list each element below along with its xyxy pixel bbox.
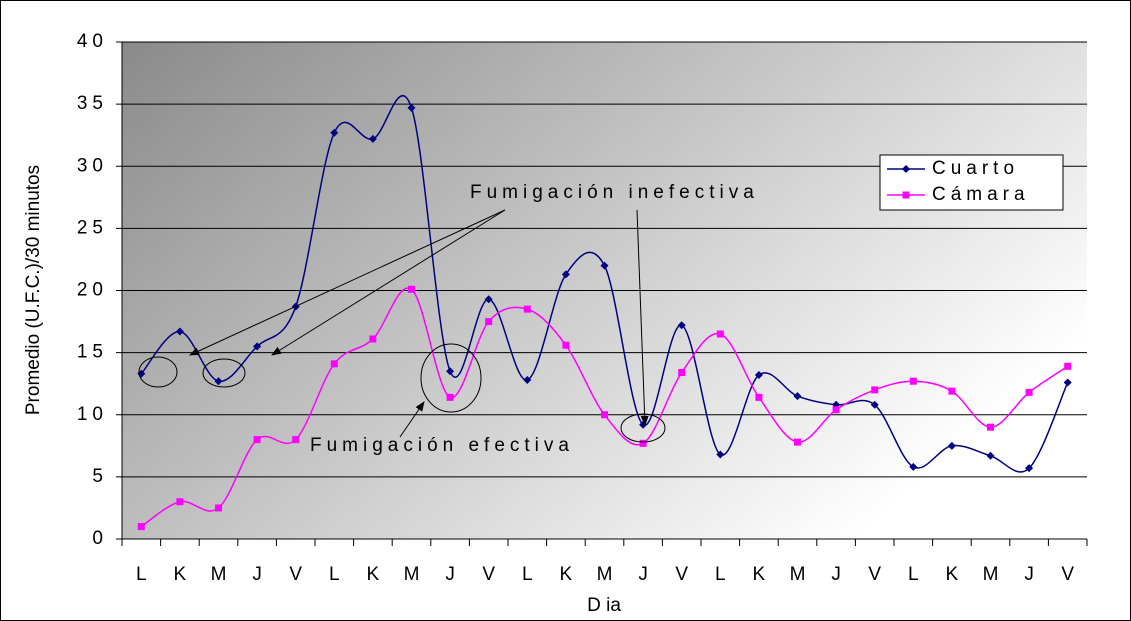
y-tick-label: 35 (77, 93, 108, 114)
x-tick-label: V (868, 564, 881, 585)
marker (948, 387, 956, 395)
y-tick-label: 20 (77, 280, 108, 301)
y-tick-label: 0 (92, 528, 108, 549)
x-tick-label: L (136, 564, 147, 585)
x-tick-label: J (1024, 564, 1034, 585)
legend-box (879, 154, 1064, 211)
x-tick-label: K (174, 564, 187, 585)
x-tick-label: J (445, 564, 455, 585)
marker (794, 438, 801, 446)
x-tick-label: V (289, 564, 302, 585)
marker (678, 369, 686, 377)
legend-label: Cuarto (932, 158, 1019, 179)
marker (175, 327, 184, 336)
marker (600, 261, 609, 270)
x-tick-label: M (983, 564, 999, 585)
marker (407, 103, 416, 112)
marker (1063, 378, 1072, 387)
marker (716, 450, 725, 459)
marker (484, 295, 493, 304)
x-tick-label: L (715, 564, 726, 585)
marker (677, 321, 686, 330)
marker (793, 392, 802, 401)
marker (292, 436, 300, 444)
x-tick-label: K (560, 564, 573, 585)
annotation: Fumigación efectiva (310, 435, 574, 456)
x-tick-label: K (753, 564, 766, 585)
marker (368, 134, 377, 143)
marker (947, 441, 956, 450)
y-tick-label: 5 (92, 466, 108, 487)
marker (987, 423, 994, 431)
marker (446, 367, 455, 376)
marker (871, 386, 879, 394)
marker (639, 439, 647, 447)
annotation-shapes (138, 209, 666, 443)
marker (754, 370, 763, 379)
x-axis-label: D ia (587, 595, 621, 616)
marker (446, 393, 454, 401)
marker (176, 498, 184, 506)
marker (909, 377, 917, 385)
x-tick-label: K (946, 564, 959, 585)
marker (215, 504, 222, 512)
y-tick-label: 15 (77, 342, 108, 363)
annotation: Fumigación inefectiva (470, 182, 759, 203)
marker (253, 342, 262, 351)
legend-marker (902, 191, 910, 199)
y-tick-label: 30 (77, 155, 108, 176)
marker (601, 411, 608, 419)
legend-label: Cámara (932, 184, 1030, 205)
marker (716, 330, 724, 338)
x-tick-label: J (252, 564, 262, 585)
marker (214, 377, 223, 386)
x-tick-label: V (1061, 564, 1074, 585)
marker (523, 375, 532, 384)
marker (485, 318, 493, 326)
marker (137, 523, 145, 531)
y-tick-label: 40 (77, 31, 108, 52)
y-axis-label: Promedio (U.F.C.)/30 minutos (23, 165, 44, 415)
marker (523, 305, 531, 313)
y-tick-label: 10 (77, 404, 108, 425)
marker (408, 285, 415, 293)
x-tick-label: K (367, 564, 380, 585)
y-tick-label: 25 (77, 217, 108, 238)
marker (909, 462, 918, 471)
x-tick-label: M (597, 564, 613, 585)
marker (1064, 362, 1072, 370)
marker (330, 360, 338, 368)
marker (330, 128, 339, 137)
marker (253, 436, 261, 444)
marker (986, 451, 995, 460)
marker (561, 270, 570, 279)
marker (1025, 464, 1034, 473)
x-tick-label: L (329, 564, 340, 585)
x-tick-label: J (638, 564, 648, 585)
x-tick-label: M (790, 564, 806, 585)
marker (832, 406, 840, 414)
x-tick-label: J (831, 564, 841, 585)
x-tick-label: M (211, 564, 227, 585)
x-tick-label: L (522, 564, 533, 585)
x-tick-label: L (908, 564, 919, 585)
marker (562, 341, 570, 349)
x-tick-label: V (675, 564, 688, 585)
marker (870, 400, 879, 409)
legend-marker (902, 165, 910, 173)
x-tick-label: V (482, 564, 495, 585)
marker (369, 335, 377, 343)
series-line (140, 95, 1069, 473)
marker (755, 393, 763, 401)
x-tick-label: M (404, 564, 420, 585)
marker (1025, 388, 1033, 396)
